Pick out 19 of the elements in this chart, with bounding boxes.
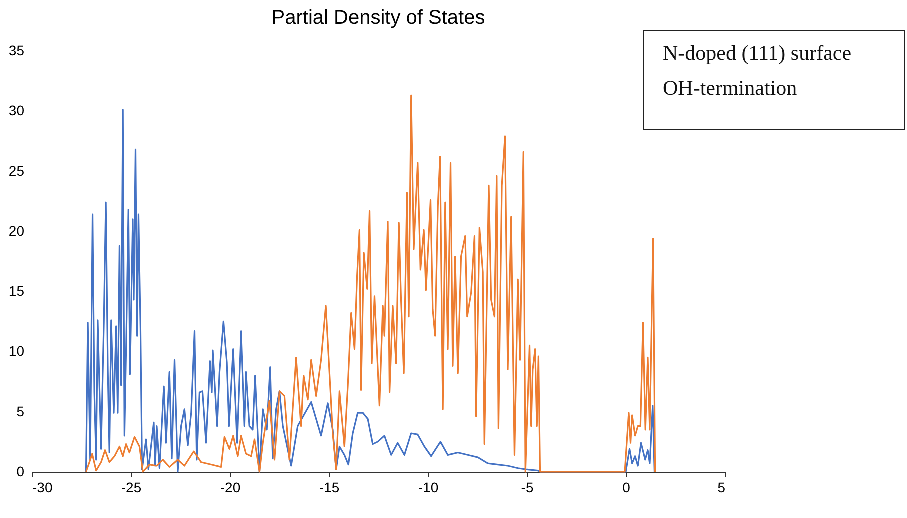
y-tick-label: 20 xyxy=(8,222,25,239)
y-tick-label: 15 xyxy=(8,283,25,300)
y-tick-label: 25 xyxy=(8,162,25,179)
x-tick-label: 5 xyxy=(718,480,726,496)
y-tick-label: 30 xyxy=(8,102,25,119)
x-tick-label: -5 xyxy=(521,480,534,496)
annotation: N-doped (111) surface xyxy=(663,40,853,67)
x-tick-label: -25 xyxy=(121,480,142,496)
x-tick-label: 0 xyxy=(622,480,631,496)
chart-title: Partial Density of States xyxy=(272,7,486,29)
y-tick-label: 35 xyxy=(8,42,25,58)
x-tick-label: -20 xyxy=(220,480,241,496)
x-tick-label: -30 xyxy=(32,480,53,496)
x-tick-label: -10 xyxy=(418,480,439,496)
y-tick-label: 5 xyxy=(16,403,25,420)
y-tick-label: 10 xyxy=(8,343,25,360)
y-tick-label: 0 xyxy=(16,464,25,480)
x-tick-label: -15 xyxy=(319,480,340,496)
annotation: OH-termination xyxy=(663,75,798,102)
